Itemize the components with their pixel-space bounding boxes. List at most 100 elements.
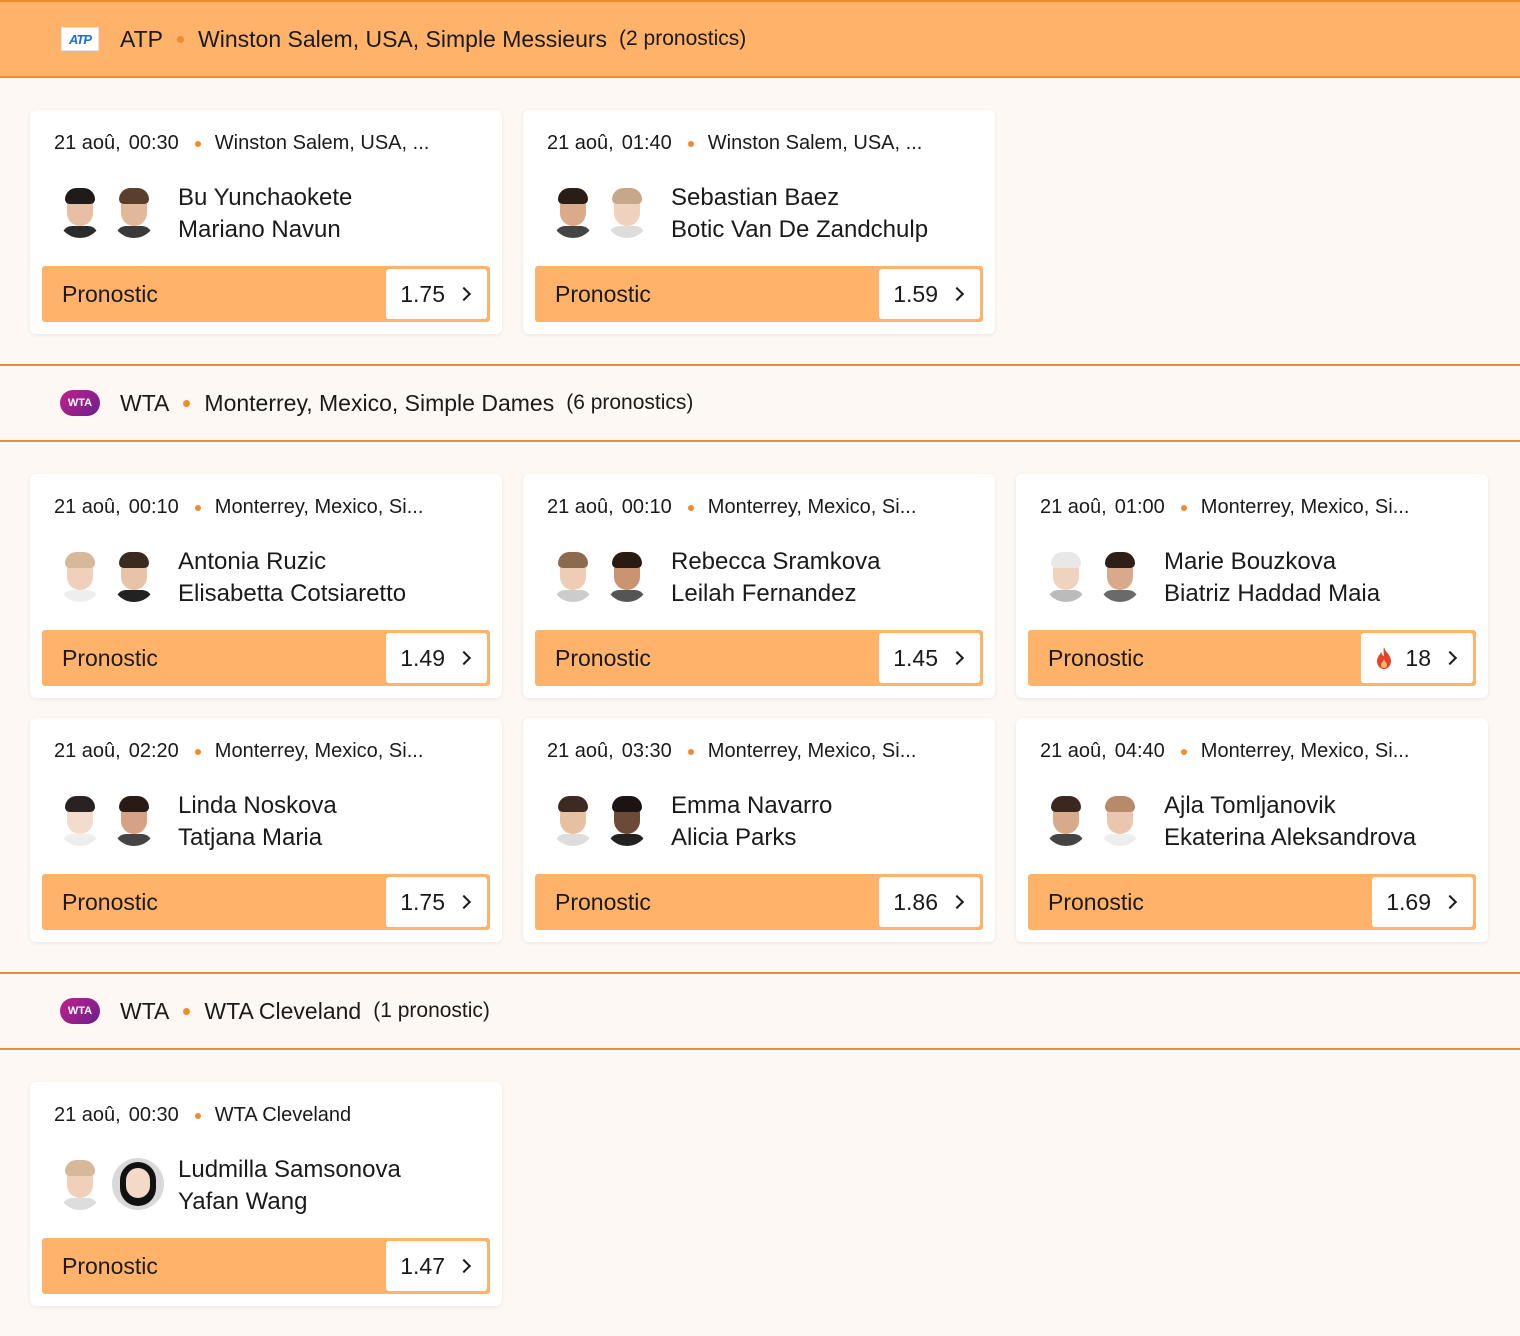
pronostic-button[interactable]: Pronostic 1.45 — [535, 630, 983, 686]
match-card[interactable]: 21 aoû, 00:10 Monterrey, Mexico, Si... Anto… — [30, 474, 502, 698]
odds-value: 1.86 — [893, 888, 938, 915]
pronostic-button[interactable]: Pronostic 1.86 — [535, 874, 983, 930]
tour-label: WTA — [120, 997, 170, 1024]
match-venue: Winston Salem, USA, ... — [214, 132, 430, 154]
player-avatar — [112, 794, 156, 846]
pronostic-button[interactable]: Pronostic 1.59 — [535, 266, 983, 322]
match-card[interactable]: 21 aoû, 01:00 Monterrey, Mexico, Si... Mari… — [1016, 474, 1488, 698]
match-time: 00:30 — [128, 132, 179, 154]
separator-dot — [194, 748, 201, 755]
match-venue: Monterrey, Mexico, Si... — [214, 740, 424, 762]
match-venue: Monterrey, Mexico, Si... — [707, 496, 917, 518]
player-avatars — [551, 794, 659, 846]
odds-box[interactable]: 1.75 — [386, 877, 487, 927]
wta-logo: WTA — [60, 389, 100, 417]
player-avatar — [605, 794, 649, 846]
match-venue: Monterrey, Mexico, Si... — [707, 740, 917, 762]
match-date: 21 aoû, — [1040, 496, 1107, 518]
separator-dot — [687, 748, 694, 755]
pronostic-button[interactable]: Pronostic 1.69 — [1028, 874, 1476, 930]
player-names: Bu Yunchaokete Mariano Navun — [178, 182, 352, 246]
player-avatar — [551, 186, 595, 238]
match-time: 03:30 — [621, 740, 672, 762]
player-avatars — [58, 550, 166, 602]
pronostic-button[interactable]: Pronostic 1.75 — [42, 266, 490, 322]
separator-dot — [1180, 504, 1187, 511]
match-card[interactable]: 21 aoû, 03:30 Monterrey, Mexico, Si... Emma… — [523, 718, 995, 942]
match-venue: Monterrey, Mexico, Si... — [1200, 496, 1410, 518]
separator-dot — [183, 1007, 191, 1015]
separator-dot — [194, 140, 201, 147]
chevron-right-icon — [949, 286, 965, 302]
prediction-count: (2 pronostics) — [619, 27, 747, 50]
odds-value: 1.75 — [400, 888, 445, 915]
player-names: Sebastian Baez Botic Van De Zandchulp — [671, 182, 928, 246]
odds-box[interactable]: 1.47 — [386, 1241, 487, 1291]
match-info: 21 aoû, 02:20 Monterrey, Mexico, Si... — [54, 740, 484, 763]
prediction-count: (6 pronostics) — [566, 391, 694, 414]
player-2-name: Yafan Wang — [178, 1188, 308, 1215]
match-info: 21 aoû, 01:40 Winston Salem, USA, ... — [547, 132, 977, 155]
player-avatar — [1098, 794, 1142, 846]
match-card[interactable]: 21 aoû, 02:20 Monterrey, Mexico, Si... Lind… — [30, 718, 502, 942]
section-header-wta-monterrey[interactable]: WTA WTA Monterrey, Mexico, Simple Dames … — [0, 364, 1520, 442]
odds-box[interactable]: 1.59 — [879, 269, 980, 319]
match-card[interactable]: 21 aoû, 00:30 Winston Salem, USA, ... Bu Yu… — [30, 110, 502, 334]
match-date: 21 aoû, — [54, 740, 121, 762]
odds-value: 1.47 — [400, 1252, 445, 1279]
player-2-name: Biatriz Haddad Maia — [1164, 580, 1381, 607]
separator-dot — [687, 140, 694, 147]
player-avatar — [1044, 550, 1088, 602]
chevron-right-icon — [456, 286, 472, 302]
separator-dot — [1180, 748, 1187, 755]
player-avatar — [58, 1158, 102, 1210]
match-venue: Monterrey, Mexico, Si... — [1200, 740, 1410, 762]
pronostic-label: Pronostic — [555, 888, 651, 915]
match-date: 21 aoû, — [54, 496, 121, 518]
player-2-name: Ekaterina Aleksandrova — [1164, 824, 1417, 851]
pronostic-button[interactable]: Pronostic 1.75 — [42, 874, 490, 930]
odds-value: 1.59 — [893, 280, 938, 307]
section-header-atp[interactable]: ATP ATP Winston Salem, USA, Simple Messi… — [0, 0, 1520, 78]
match-date: 21 aoû, — [1040, 740, 1107, 762]
pronostic-button[interactable]: Pronostic 18 — [1028, 630, 1476, 686]
player-1-name: Bu Yunchaokete — [178, 184, 353, 211]
chevron-right-icon — [949, 650, 965, 666]
match-info: 21 aoû, 00:10 Monterrey, Mexico, Si... — [547, 496, 977, 519]
odds-box[interactable]: 18 — [1361, 633, 1473, 683]
player-2-name: Elisabetta Cotsiaretto — [178, 580, 407, 607]
match-card[interactable]: 21 aoû, 04:40 Monterrey, Mexico, Si... Ajla… — [1016, 718, 1488, 942]
pronostic-label: Pronostic — [555, 280, 651, 307]
odds-box[interactable]: 1.49 — [386, 633, 487, 683]
player-avatar — [112, 1158, 164, 1210]
match-card[interactable]: 21 aoû, 00:30 WTA Cleveland Ludmilla Samson… — [30, 1082, 502, 1306]
odds-box[interactable]: 1.75 — [386, 269, 487, 319]
pronostic-button[interactable]: Pronostic 1.47 — [42, 1238, 490, 1294]
chevron-right-icon — [456, 894, 472, 910]
odds-box[interactable]: 1.86 — [879, 877, 980, 927]
odds-box[interactable]: 1.69 — [1372, 877, 1473, 927]
player-names: Antonia Ruzic Elisabetta Cotsiaretto — [178, 546, 406, 610]
pronostic-label: Pronostic — [1048, 888, 1144, 915]
player-avatar — [112, 186, 156, 238]
odds-value: 18 — [1405, 644, 1431, 671]
player-names: Ludmilla Samsonova Yafan Wang — [178, 1154, 401, 1218]
odds-value: 1.69 — [1386, 888, 1431, 915]
player-avatar — [58, 186, 102, 238]
player-avatars — [1044, 550, 1152, 602]
player-1-name: Antonia Ruzic — [178, 548, 327, 575]
pronostic-label: Pronostic — [62, 888, 158, 915]
match-card[interactable]: 21 aoû, 01:40 Winston Salem, USA, ... Sebas… — [523, 110, 995, 334]
match-time: 01:00 — [1114, 496, 1165, 518]
player-avatars — [1044, 794, 1152, 846]
section-header-wta-cleveland[interactable]: WTA WTA WTA Cleveland (1 pronostic) — [0, 972, 1520, 1050]
match-card[interactable]: 21 aoû, 00:10 Monterrey, Mexico, Si... Rebe… — [523, 474, 995, 698]
pronostic-button[interactable]: Pronostic 1.49 — [42, 630, 490, 686]
odds-box[interactable]: 1.45 — [879, 633, 980, 683]
player-names: Emma Navarro Alicia Parks — [671, 790, 832, 854]
match-time: 01:40 — [621, 132, 672, 154]
odds-value: 1.45 — [893, 644, 938, 671]
player-avatar — [605, 550, 649, 602]
pronostic-label: Pronostic — [62, 280, 158, 307]
match-date: 21 aoû, — [54, 132, 121, 154]
